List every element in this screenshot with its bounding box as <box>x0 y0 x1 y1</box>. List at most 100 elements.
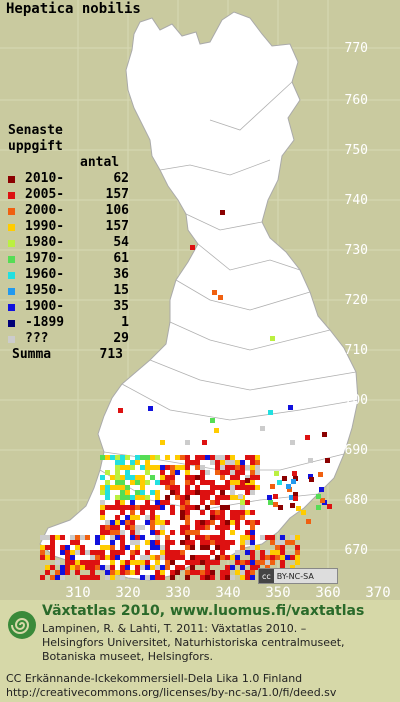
occurrence-marker <box>250 555 255 560</box>
occurrence-marker <box>170 540 175 545</box>
occurrence-marker <box>318 472 323 477</box>
occurrence-marker <box>65 550 70 555</box>
legend-label: 2010- <box>25 171 65 186</box>
legend-count: 54 <box>113 235 129 250</box>
occurrence-marker <box>240 560 245 565</box>
occurrence-marker <box>185 505 190 510</box>
occurrence-marker <box>165 555 170 560</box>
occurrence-marker <box>115 525 120 530</box>
occurrence-marker <box>118 408 123 413</box>
occurrence-marker <box>145 505 150 510</box>
occurrence-marker <box>45 570 50 575</box>
occurrence-marker <box>70 555 75 560</box>
occurrence-marker <box>165 455 170 460</box>
occurrence-marker <box>175 470 180 475</box>
occurrence-marker <box>155 565 160 570</box>
occurrence-marker <box>215 455 220 460</box>
occurrence-marker <box>280 550 285 555</box>
occurrence-marker <box>245 530 250 535</box>
occurrence-marker <box>125 485 130 490</box>
occurrence-marker <box>255 455 260 460</box>
legend-row: 2000- 106 <box>8 203 129 219</box>
occurrence-marker <box>55 575 60 580</box>
occurrence-marker <box>80 575 85 580</box>
occurrence-marker <box>175 490 180 495</box>
legend-count: 29 <box>113 331 129 346</box>
occurrence-marker <box>240 570 245 575</box>
occurrence-marker <box>215 515 220 520</box>
occurrence-marker <box>285 555 290 560</box>
occurrence-marker <box>195 570 200 575</box>
occurrence-marker <box>170 465 175 470</box>
occurrence-marker <box>160 440 165 445</box>
occurrence-marker <box>250 535 255 540</box>
occurrence-marker <box>60 550 65 555</box>
occurrence-marker <box>125 545 130 550</box>
occurrence-marker <box>180 540 185 545</box>
occurrence-marker <box>110 545 115 550</box>
occurrence-marker <box>250 550 255 555</box>
occurrence-marker <box>40 550 45 555</box>
occurrence-marker <box>170 505 175 510</box>
occurrence-marker <box>230 490 235 495</box>
y-axis-ticks: 770 760 750 740 730 720 710 700 690 680 … <box>345 41 368 558</box>
occurrence-marker <box>65 560 70 565</box>
occurrence-marker <box>215 470 220 475</box>
occurrence-marker <box>250 540 255 545</box>
occurrence-marker <box>65 570 70 575</box>
occurrence-marker <box>288 405 293 410</box>
occurrence-marker <box>185 560 190 565</box>
occurrence-marker <box>140 485 145 490</box>
occurrence-marker <box>140 575 145 580</box>
occurrence-marker <box>215 460 220 465</box>
occurrence-marker <box>215 510 220 515</box>
x-tick-320: 320 <box>115 585 140 600</box>
occurrence-marker <box>155 560 160 565</box>
occurrence-marker <box>215 495 220 500</box>
occurrence-marker <box>95 535 100 540</box>
occurrence-marker <box>135 530 140 535</box>
occurrence-marker <box>135 525 140 530</box>
legend-count: 1 <box>121 315 129 330</box>
occurrence-marker <box>220 530 225 535</box>
occurrence-marker <box>225 465 230 470</box>
occurrence-marker <box>120 545 125 550</box>
occurrence-marker <box>70 565 75 570</box>
occurrence-marker <box>125 495 130 500</box>
y-tick-760: 760 <box>345 93 368 108</box>
occurrence-marker <box>120 475 125 480</box>
occurrence-marker <box>255 485 260 490</box>
y-tick-700: 700 <box>345 393 368 408</box>
occurrence-marker <box>180 495 185 500</box>
occurrence-marker <box>155 455 160 460</box>
occurrence-marker <box>80 565 85 570</box>
occurrence-marker <box>235 560 240 565</box>
occurrence-marker <box>90 570 95 575</box>
occurrence-marker <box>250 545 255 550</box>
occurrence-marker <box>205 540 210 545</box>
occurrence-marker <box>150 505 155 510</box>
legend-heading-line1: Senaste <box>8 123 63 138</box>
occurrence-marker <box>95 565 100 570</box>
occurrence-marker <box>65 545 70 550</box>
summa-label: Summa <box>12 347 52 362</box>
occurrence-marker <box>170 555 175 560</box>
occurrence-marker <box>250 465 255 470</box>
occurrence-marker <box>240 575 245 580</box>
occurrence-marker <box>75 535 80 540</box>
occurrence-marker <box>230 495 235 500</box>
occurrence-marker <box>260 535 265 540</box>
occurrence-marker <box>210 490 215 495</box>
occurrence-marker <box>240 465 245 470</box>
occurrence-marker <box>120 510 125 515</box>
occurrence-marker <box>316 494 321 499</box>
cc-license-badge[interactable]: cc BY-NC-SA <box>258 568 338 584</box>
occurrence-marker <box>70 560 75 565</box>
occurrence-marker <box>275 555 280 560</box>
occurrence-marker <box>200 520 205 525</box>
occurrence-marker <box>220 510 225 515</box>
occurrence-marker <box>45 565 50 570</box>
occurrence-marker <box>195 520 200 525</box>
occurrence-marker <box>70 550 75 555</box>
legend-row: 1950- 15 <box>8 283 129 299</box>
